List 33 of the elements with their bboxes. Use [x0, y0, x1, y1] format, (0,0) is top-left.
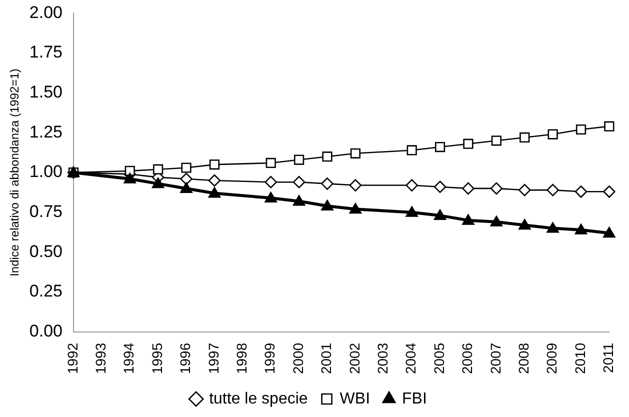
legend-label: tutte le specie	[209, 390, 308, 408]
x-tick-label: 2000	[290, 342, 306, 374]
x-tick-label: 2007	[487, 342, 504, 374]
y-tick-label: 0.00	[29, 322, 62, 341]
x-tick-label: 1993	[92, 342, 109, 374]
legend-label: FBI	[402, 390, 427, 408]
x-tick-label: 2005	[430, 342, 447, 374]
y-tick-label: 1.50	[29, 82, 62, 102]
y-tick-label: 0.25	[29, 282, 62, 301]
y-tick-label: 2.00	[29, 2, 62, 22]
y-tick-label: 1.00	[29, 162, 62, 182]
y-tick-label: 1.25	[29, 122, 62, 142]
x-tick-label: 2009	[544, 342, 560, 374]
x-tick-label: 2003	[374, 342, 390, 374]
y-tick-label: 0.75	[29, 202, 62, 222]
x-tick-label: 2004	[402, 342, 419, 374]
x-tick-label: 1995	[148, 342, 165, 374]
legend-label: WBI	[340, 390, 370, 408]
x-tick-label: 2008	[515, 342, 532, 374]
x-tick-label: 2001	[318, 342, 334, 374]
x-tick-label: 1998	[234, 342, 250, 374]
x-tick-label: 2011	[600, 342, 616, 373]
x-tick-label: 1999	[262, 342, 278, 374]
x-tick-label: 2006	[459, 342, 476, 374]
y-tick-label: 1.75	[29, 42, 62, 62]
x-tick-label: 1997	[205, 342, 222, 374]
x-tick-label: 1992	[64, 342, 80, 374]
y-tick-label: 0.50	[29, 242, 62, 261]
x-tick-label: 1994	[120, 342, 137, 374]
x-tick-label: 2002	[346, 342, 362, 374]
y-axis-title: Indice relativo di abbondanza (1992=1)	[8, 68, 22, 276]
x-tick-label: 2010	[572, 342, 588, 374]
x-tick-label: 1996	[177, 342, 194, 374]
